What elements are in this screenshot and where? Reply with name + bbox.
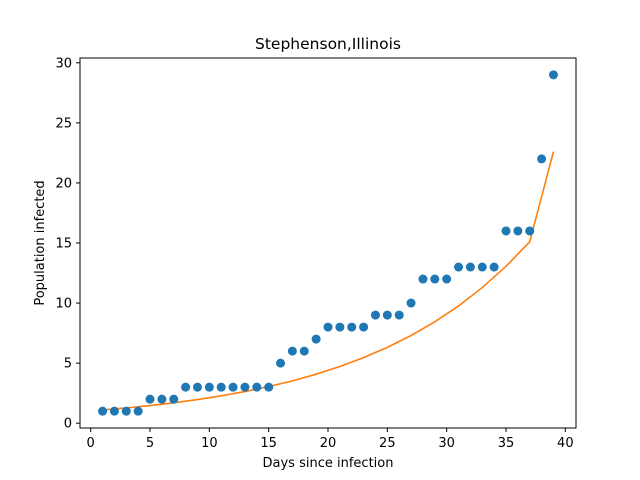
x-axis-label: Days since infection (263, 456, 394, 471)
x-tick-label-15: 15 (260, 436, 277, 451)
y-tick-label-30: 30 (55, 56, 72, 71)
x-tick-label-20: 20 (320, 436, 337, 451)
data-point-37 (525, 226, 535, 236)
plot-area-background (80, 58, 576, 428)
data-point-20 (323, 322, 333, 332)
data-point-32 (465, 262, 475, 272)
data-point-11 (216, 382, 226, 392)
data-point-21 (335, 322, 345, 332)
data-point-10 (204, 382, 214, 392)
x-tick-label-35: 35 (498, 436, 515, 451)
x-tick-label-10: 10 (201, 436, 218, 451)
x-tick-label-0: 0 (87, 436, 95, 451)
y-tick-label-10: 10 (55, 297, 72, 312)
y-tick-label-0: 0 (64, 417, 72, 432)
data-point-17 (287, 346, 297, 356)
x-ticks: 0 5 10 15 20 25 30 35 40 (87, 428, 574, 451)
y-axis-label: Population infected (33, 180, 48, 305)
data-point-7 (169, 394, 179, 404)
data-point-12 (228, 382, 238, 392)
data-point-18 (299, 346, 309, 356)
data-point-5 (145, 394, 155, 404)
data-point-29 (430, 274, 440, 284)
data-point-28 (418, 274, 428, 284)
data-point-23 (359, 322, 369, 332)
data-point-39 (548, 70, 558, 80)
data-point-1 (98, 406, 108, 416)
data-point-4 (133, 406, 143, 416)
data-point-30 (442, 274, 452, 284)
data-point-8 (181, 382, 191, 392)
x-tick-label-40: 40 (557, 436, 574, 451)
data-point-6 (157, 394, 167, 404)
data-point-9 (192, 382, 202, 392)
y-ticks: 0 5 10 15 20 25 30 (55, 56, 80, 432)
data-point-34 (489, 262, 499, 272)
x-tick-label-30: 30 (438, 436, 455, 451)
data-point-36 (513, 226, 523, 236)
y-tick-label-5: 5 (64, 357, 72, 372)
data-point-38 (537, 154, 547, 164)
x-tick-label-5: 5 (146, 436, 154, 451)
data-point-33 (477, 262, 487, 272)
y-tick-label-15: 15 (55, 237, 72, 252)
y-tick-label-25: 25 (55, 116, 72, 131)
data-point-24 (370, 310, 380, 320)
data-point-19 (311, 334, 321, 344)
fit-curve-line (102, 151, 555, 411)
data-point-14 (252, 382, 262, 392)
points-layer (98, 70, 558, 416)
y-tick-label-20: 20 (55, 176, 72, 191)
data-point-15 (264, 382, 274, 392)
data-point-3 (121, 406, 131, 416)
data-point-16 (276, 358, 286, 368)
data-point-22 (347, 322, 357, 332)
data-point-31 (454, 262, 464, 272)
data-point-13 (240, 382, 250, 392)
x-tick-label-25: 25 (379, 436, 396, 451)
data-point-25 (382, 310, 392, 320)
chart-title: Stephenson,Illinois (255, 35, 401, 53)
fit-layer (102, 151, 555, 411)
data-point-2 (109, 406, 119, 416)
data-point-35 (501, 226, 511, 236)
data-point-27 (406, 298, 416, 308)
data-point-26 (394, 310, 404, 320)
